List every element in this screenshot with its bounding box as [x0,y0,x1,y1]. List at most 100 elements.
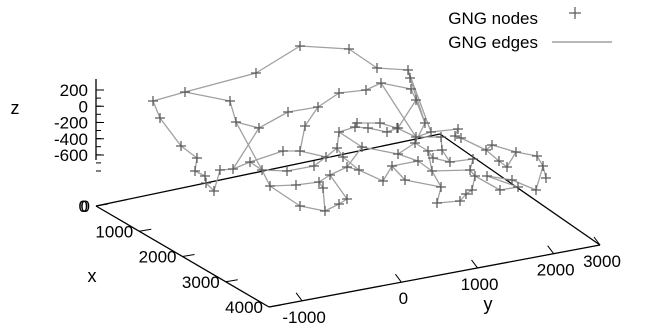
gng-edge [346,146,363,168]
gng-node [413,156,423,166]
gng-edge [232,161,251,170]
side-axis-line [439,133,601,246]
gng-edge [380,82,412,90]
gng-edge [318,181,324,189]
gng-node [313,102,323,112]
x-tick-mark [225,279,238,283]
gng-node [350,122,360,132]
gng-node [228,164,238,174]
gng-edge [299,150,327,158]
gng-node [375,118,385,128]
x-tick-mark [95,203,109,207]
gng-node [502,162,512,172]
gng-node [225,96,235,106]
gng-node [513,182,523,192]
gng-edge [258,111,289,129]
gng-node [507,175,517,185]
gng-node [325,170,335,180]
gng-node [445,157,455,167]
z-tick-label: -200 [54,114,88,133]
gng-edge [404,179,442,188]
gng-node [420,118,430,128]
gng-edge [235,121,260,129]
gng-node [405,73,415,83]
gng-node [467,185,477,195]
gng-node [387,161,397,171]
y-tick-mark [295,292,303,302]
gng-edge [474,175,501,191]
gng-node [436,132,446,142]
gng-edge [511,179,537,191]
gng-node [423,146,433,156]
y-tick-label: 0 [399,289,408,308]
gng-node [400,175,410,185]
x-tick-label: 4000 [225,298,263,317]
gng-edge [465,189,473,195]
gng-node [231,117,241,127]
gng-node [403,65,413,75]
gng-node [148,96,158,106]
gng-edge [338,131,363,148]
gng-node [283,107,293,117]
gng-edge [382,165,393,182]
gng-node [309,161,319,171]
gng-node [393,149,403,159]
gng-node [295,41,305,51]
y-tick-label: 2000 [537,261,575,280]
gng-node [190,166,200,176]
gng-node [487,140,497,150]
gng-node [453,124,463,134]
legend-label-nodes: GNG nodes [448,9,538,28]
gng-edge [432,157,451,163]
x-tick-mark [182,254,195,257]
gng-node [411,95,421,105]
y-tick-label: -1000 [282,308,325,324]
gng-edge [299,45,350,50]
y-tick-mark [394,273,402,283]
gng-node [342,162,352,172]
gng-node [201,178,211,188]
gng-edge [180,145,198,159]
gng-edge [396,127,417,138]
y-axis-line [268,244,601,308]
gng-node [176,141,186,151]
legend-sample-nodes [569,7,581,19]
y-axis-title: y [484,294,493,314]
z-tick-label: -600 [54,146,88,165]
gng-node [436,182,446,192]
gng-edge [485,144,493,151]
gng-node [278,146,288,156]
gng-edge [235,121,263,171]
gng-node [372,63,382,73]
gng-edge [431,169,471,172]
gng-edge [414,122,426,144]
gng-edge [338,126,356,133]
gng-edge [391,160,419,167]
gng-edge [255,45,301,74]
gng-node [411,132,421,142]
gng-edge [329,166,348,176]
gng-node [465,165,475,175]
y-tick-mark [547,245,555,254]
gng-edge [486,175,513,181]
gng-edge [249,161,263,171]
gng-node [531,185,541,195]
gng-edge [391,165,406,181]
y-tick-mark [471,259,478,269]
gng-node [437,145,447,155]
x-tick-label: 0 [81,197,90,216]
z-tick-label: 200 [60,81,88,100]
y-tick-label: 3000 [583,252,621,271]
gng-edge [414,142,429,152]
gng-edge [342,156,360,171]
gng-node [427,166,437,176]
z-tick-label: 0 [79,97,88,116]
gng-node [334,199,344,209]
edges-layer [152,45,547,212]
gng-node [291,180,301,190]
gng-edge [184,72,257,93]
gng-edge [459,193,467,202]
gng-edge [152,100,161,119]
gng-edge [436,186,442,204]
